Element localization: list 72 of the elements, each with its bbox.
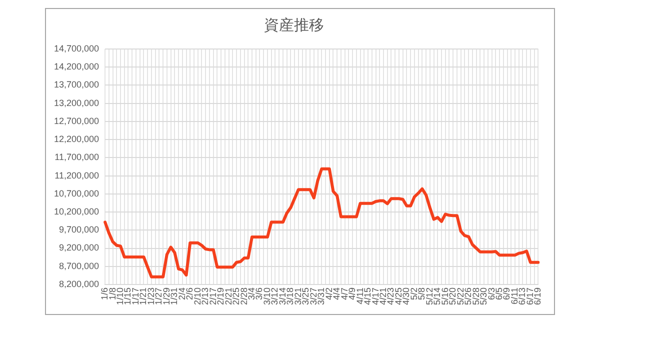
x-tick-label: 4/23 (386, 287, 396, 306)
x-tick-label: 3/4 (246, 287, 256, 300)
x-tick-label: 3/31 (316, 287, 326, 306)
x-tick-label: 1/29 (161, 287, 172, 306)
x-tick-label: 3/25 (300, 287, 311, 306)
y-tick-label: 9,700,000 (58, 224, 100, 235)
x-tick-label: 6/11 (509, 287, 520, 304)
y-tick-label: 8,200,000 (58, 278, 100, 289)
x-tick-label: 4/30 (401, 287, 412, 306)
x-tick-label: 4/17 (370, 287, 380, 306)
x-tick-label: 1/31 (169, 287, 180, 306)
x-tick-label: 6/13 (517, 287, 528, 306)
x-tick-label: 2/21 (223, 287, 234, 306)
x-tick-label: 2/17 (208, 287, 218, 306)
y-tick-label: 11,700,000 (54, 152, 100, 162)
x-tick-label: 1/17 (130, 287, 140, 306)
x-tick-label: 5/26 (463, 287, 474, 306)
y-tick-label: 8,700,000 (58, 260, 100, 271)
x-tick-label: 5/30 (478, 287, 489, 306)
y-tick-label: 13,700,000 (54, 80, 100, 90)
x-tick-label: 3/12 (270, 287, 280, 306)
x-tick-label: 1/8 (107, 287, 118, 300)
y-tick-label: 12,200,000 (54, 134, 100, 144)
x-tick-label: 6/17 (524, 287, 535, 306)
y-tick-label: 13,200,000 (54, 98, 100, 108)
x-tick-label: 3/14 (277, 287, 288, 306)
x-tick-label: 3/21 (292, 287, 303, 306)
x-tick-label: 4/7 (339, 287, 350, 300)
x-tick-label: 6/19 (532, 287, 543, 306)
x-tick-label: 2/10 (192, 287, 202, 306)
x-tick-label: 5/22 (455, 287, 466, 306)
y-tick-label: 14,200,000 (54, 62, 100, 72)
x-tick-label: 4/11 (354, 287, 365, 304)
x-tick-label: 6/5 (494, 287, 504, 300)
y-tick-label: 10,700,000 (54, 188, 100, 198)
x-tick-label: 3/10 (262, 287, 272, 306)
x-tick-label: 4/25 (393, 287, 404, 306)
x-tick-label: 1/27 (154, 287, 164, 306)
x-tick-label: 2/6 (184, 287, 195, 300)
y-tick-label: 12,700,000 (54, 116, 100, 126)
x-tick-label: 4/15 (362, 287, 373, 306)
x-tick-label: 2/13 (200, 287, 210, 306)
x-tick-label: 2/25 (231, 287, 242, 306)
x-tick-label: 2/4 (176, 287, 187, 300)
y-tick-label: 14,700,000 (54, 43, 100, 54)
y-tick-label: 9,200,000 (58, 242, 100, 253)
y-tick-label: 10,200,000 (54, 206, 100, 217)
x-tick-label: 3/6 (254, 287, 264, 300)
x-tick-label: 5/2 (408, 287, 419, 300)
x-tick-label: 4/4 (332, 287, 342, 300)
x-tick-label: 5/12 (424, 287, 434, 306)
x-tick-label: 4/2 (324, 287, 334, 300)
x-tick-label: 1/10 (115, 287, 125, 306)
x-tick-label: 2/28 (238, 287, 249, 306)
x-tick-label: 6/3 (486, 287, 496, 300)
x-tick-label: 3/27 (308, 287, 318, 306)
x-tick-label: 5/28 (470, 287, 481, 306)
x-tick-label: 5/8 (416, 287, 427, 300)
chart-title: 資産推移 (264, 16, 324, 34)
x-tick-label: 4/9 (347, 287, 358, 300)
y-tick-label: 11,200,000 (54, 170, 100, 180)
x-tick-label: 1/6 (100, 287, 110, 300)
x-tick-label: 2/19 (216, 287, 226, 306)
x-tick-label: 6/9 (502, 287, 512, 300)
x-tick-label: 5/20 (448, 287, 458, 306)
x-tick-label: 1/15 (122, 287, 133, 306)
x-tick-label: 1/23 (146, 287, 156, 306)
x-tick-label: 5/14 (432, 287, 442, 306)
x-tick-label: 5/16 (440, 287, 450, 306)
x-tick-label: 4/21 (378, 287, 388, 306)
x-tick-label: 1/21 (138, 287, 148, 306)
x-tick-label: 3/18 (285, 287, 296, 306)
